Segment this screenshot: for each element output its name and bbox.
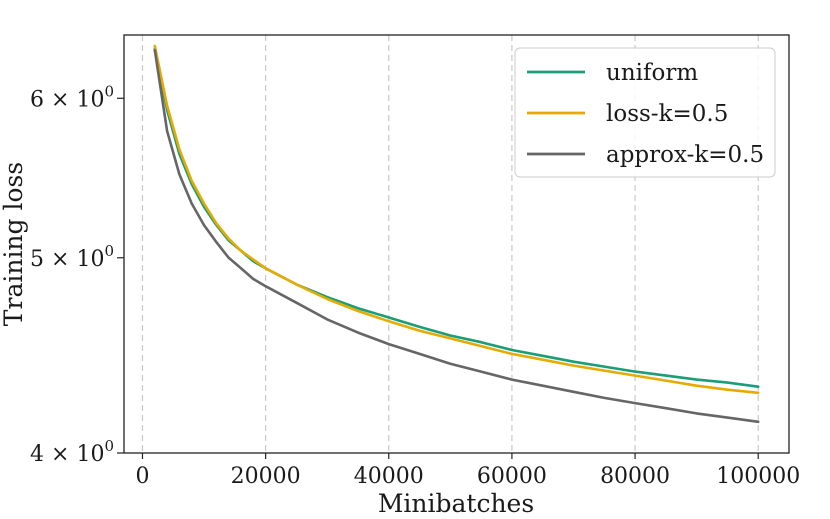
x-tick-label: 0 — [135, 464, 149, 489]
x-tick-label: 80000 — [600, 464, 670, 489]
x-axis-label: Minibatches — [378, 489, 534, 518]
y-tick-label: 4 × 100 — [30, 437, 114, 467]
x-tick-label: 60000 — [477, 464, 547, 489]
y-axis: 6 × 100 5 × 100 4 × 100 — [30, 82, 124, 467]
legend: uniform loss-k=0.5 approx-k=0.5 — [514, 47, 776, 178]
series-line-approx-k=0.5 — [153, 48, 760, 424]
x-tick-label: 20000 — [231, 464, 301, 489]
legend-label: loss-k=0.5 — [606, 101, 728, 127]
series-layer — [153, 44, 760, 424]
legend-box — [514, 47, 776, 178]
legend-label: uniform — [606, 60, 698, 86]
x-tick-label: 100000 — [716, 464, 800, 489]
series-line-loss-k=0.5 — [153, 44, 760, 395]
legend-label: approx-k=0.5 — [606, 142, 764, 168]
series-line-uniform — [153, 47, 760, 389]
y-axis-label: Training loss — [0, 162, 28, 326]
y-tick-label: 5 × 100 — [30, 242, 114, 272]
y-tick-label: 6 × 100 — [30, 82, 114, 112]
plot-frame — [123, 34, 790, 454]
x-tick-label: 40000 — [354, 464, 424, 489]
x-axis: 0 20000 40000 60000 80000 100000 — [135, 453, 800, 489]
